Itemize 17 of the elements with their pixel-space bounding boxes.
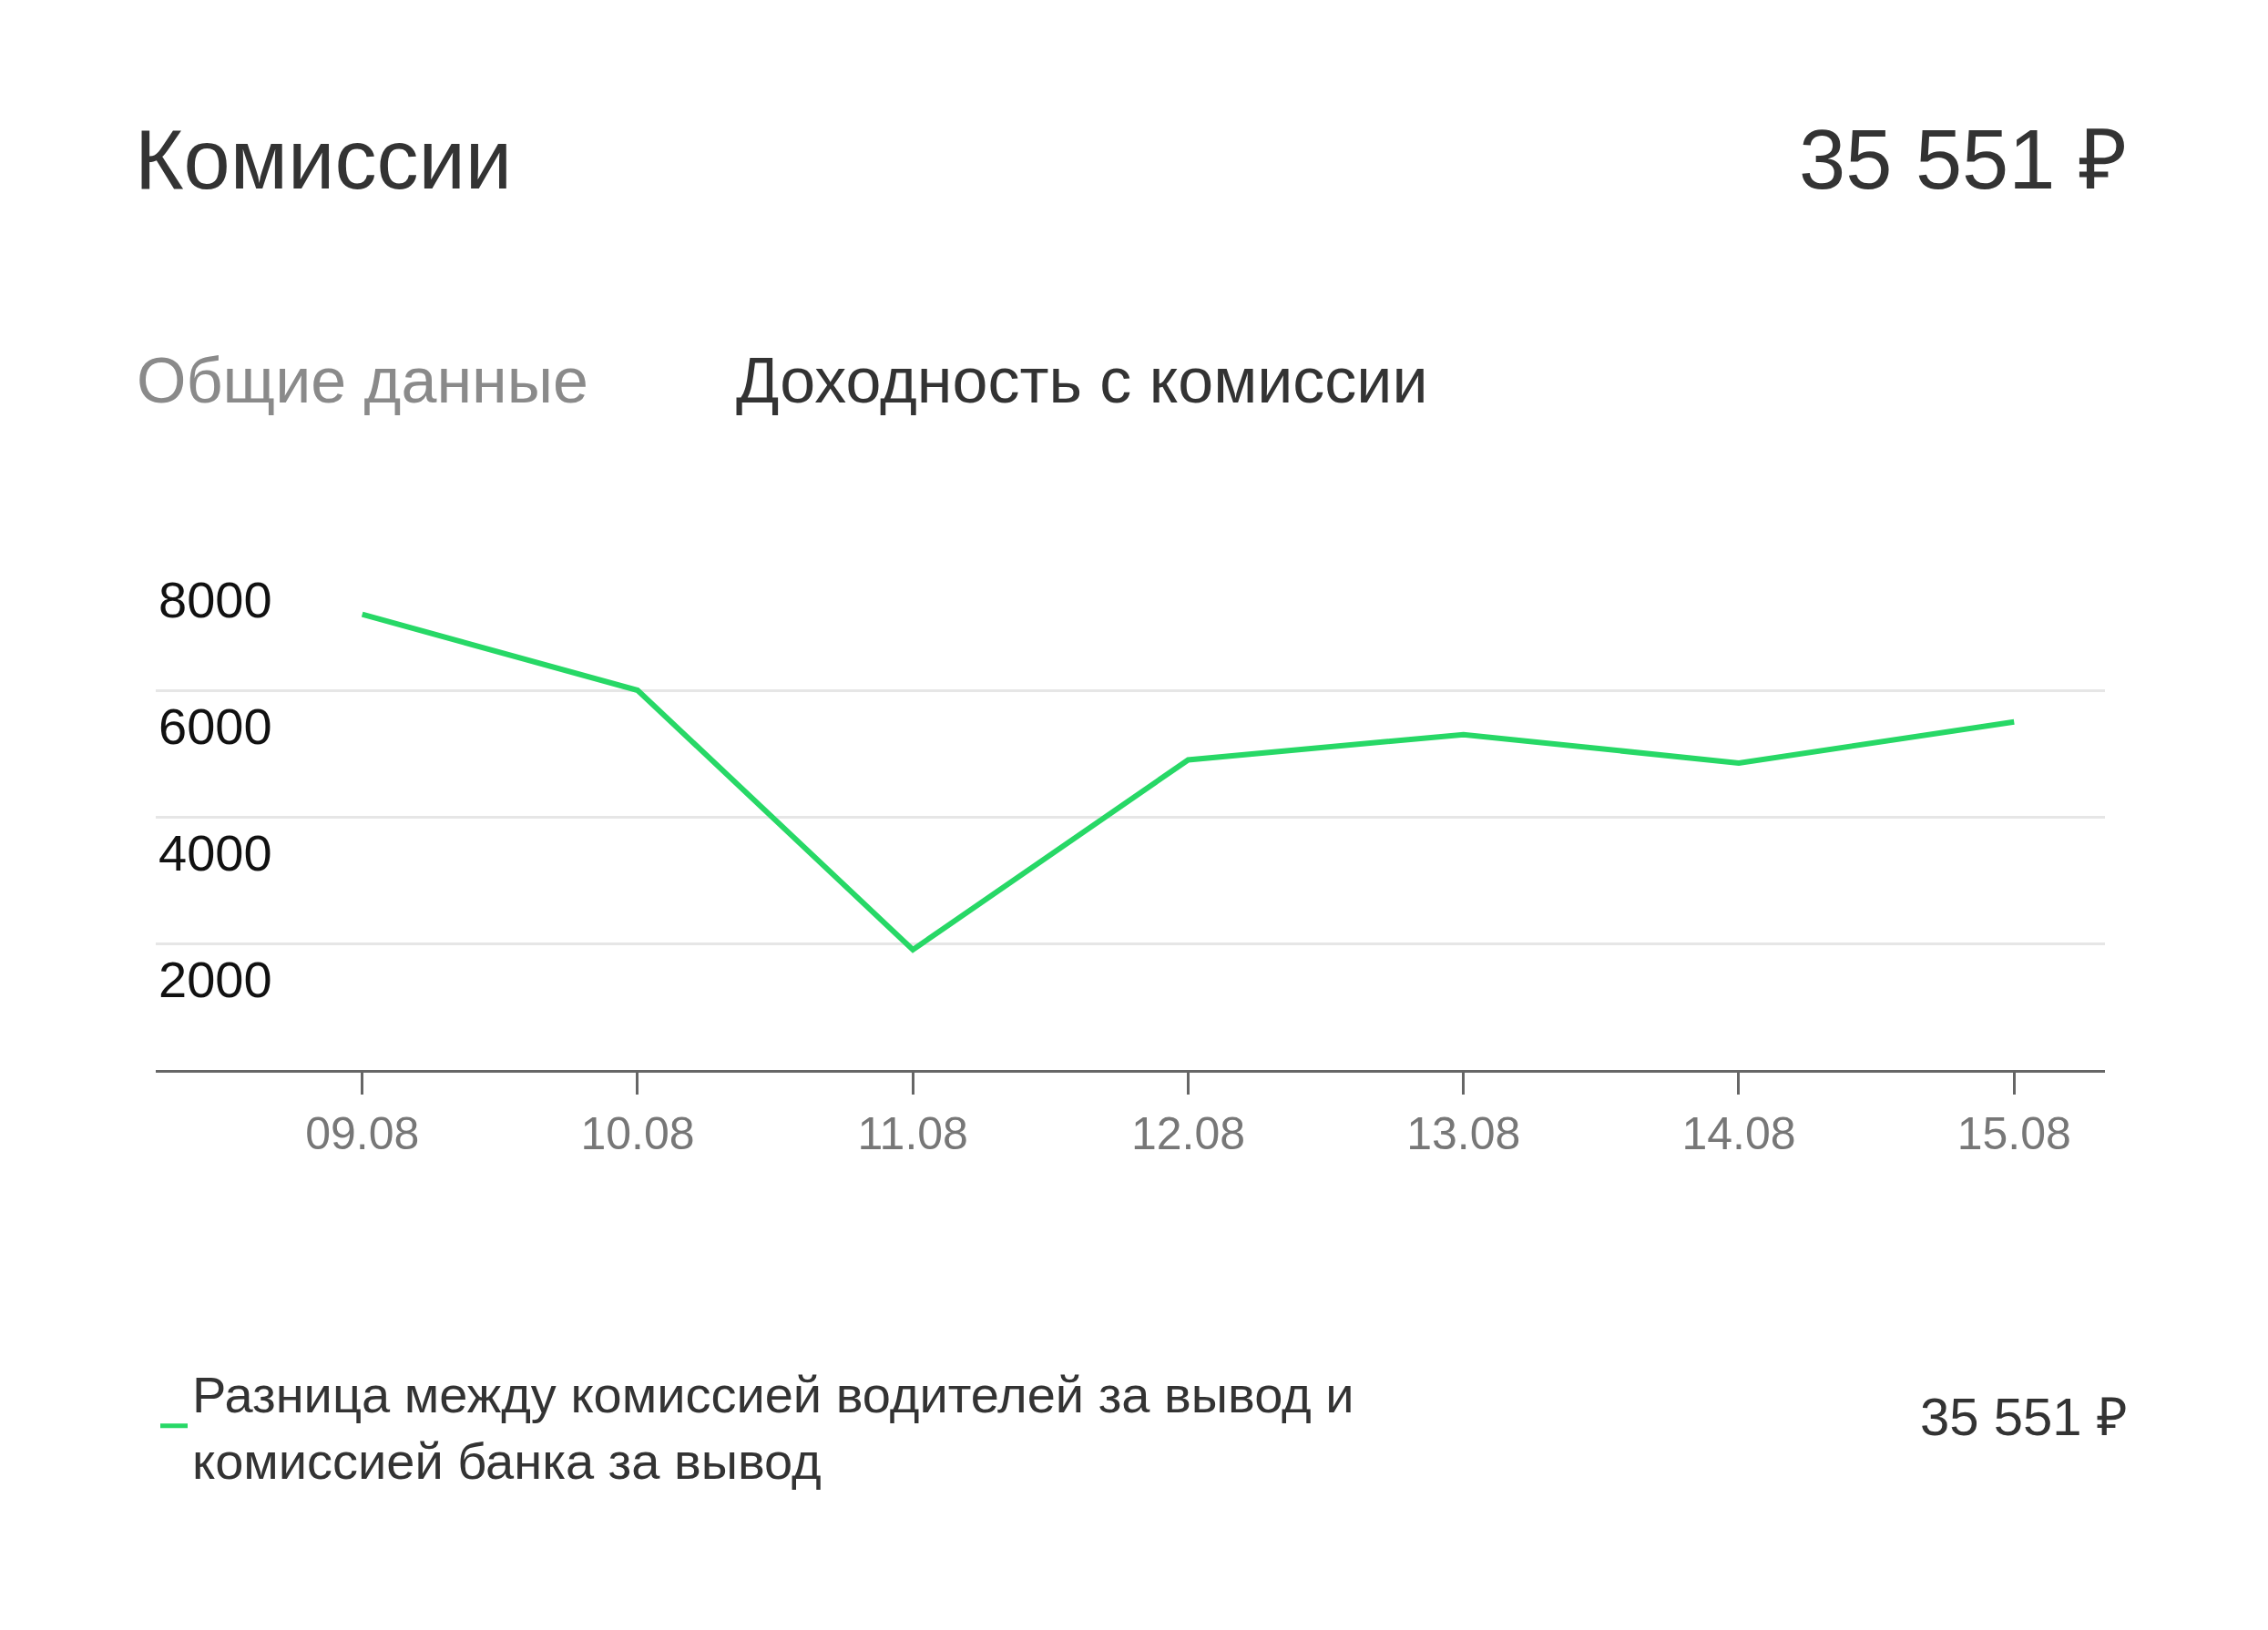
- chart-title: Комиссии: [135, 113, 513, 207]
- y-tick-label: 2000: [158, 950, 272, 1008]
- y-tick-label: 8000: [158, 570, 272, 628]
- x-tick-label: 14.08: [1681, 1108, 1796, 1159]
- text: Общие данные: [137, 345, 588, 416]
- x-tick-label: 13.08: [1406, 1108, 1521, 1159]
- text: 35 551 ₽: [1920, 1387, 2128, 1446]
- text: 35 551 ₽: [1799, 113, 2128, 206]
- x-tick-label: 09.08: [305, 1108, 420, 1159]
- x-tick-label: 12.08: [1130, 1108, 1246, 1159]
- legend-label: Разница между комиссией водителей за вывод и комиссией банка за вывод: [192, 1366, 1354, 1490]
- x-tick-label: 11.08: [857, 1108, 968, 1159]
- x-tick-label: 15.08: [1956, 1108, 2071, 1159]
- x-tick-label: 10.08: [580, 1108, 695, 1159]
- y-tick-label: 4000: [158, 823, 272, 881]
- chart-subtitle: Доходность с комиссии: [736, 345, 1428, 416]
- y-tick-label: 6000: [158, 697, 272, 755]
